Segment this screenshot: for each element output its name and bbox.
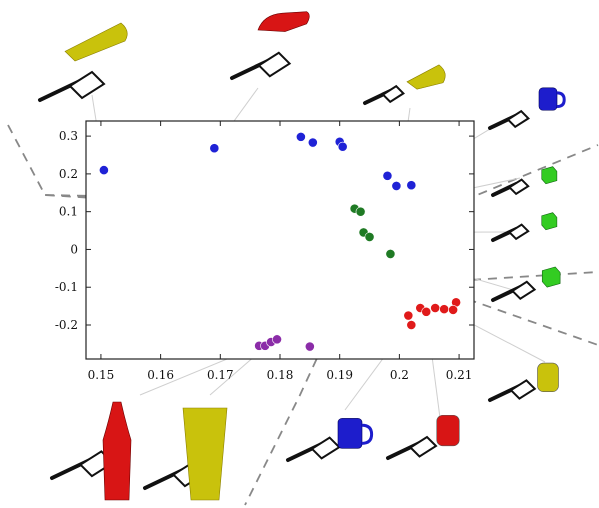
thumbnail-red-can-bottom	[386, 414, 460, 460]
gripper-jaw	[310, 436, 341, 460]
gripper-jaw	[257, 51, 292, 78]
data-point	[364, 232, 375, 242]
y-tick-label: -0.2	[55, 318, 78, 332]
thumbnail-blue-mug-right	[488, 87, 566, 130]
object-cup	[406, 64, 446, 90]
object-cup	[64, 22, 128, 62]
y-tick-label: 0.3	[59, 129, 78, 143]
y-tick-label: 0	[70, 242, 78, 256]
thumbnail-yellow-cup-top	[38, 22, 128, 102]
object-mug	[337, 418, 363, 449]
thumbnail-red-bottle-top	[230, 11, 310, 80]
object-box	[541, 266, 561, 288]
gripper-jaw	[506, 109, 530, 129]
thumbnail-green-box-2	[491, 212, 558, 242]
x-tick-label: 0.21	[446, 368, 473, 382]
gripper-jaw	[507, 223, 530, 241]
gripper-jaw	[381, 84, 405, 104]
thumbnail-green-box-1	[491, 166, 558, 197]
thumbnail-yellow-cup-small	[363, 64, 446, 105]
y-axis: 0.3 0.2 0.1 0 -0.1 -0.2	[55, 129, 474, 332]
x-tick-label: 0.2	[390, 368, 409, 382]
data-points	[99, 131, 461, 352]
mug-handle	[556, 91, 566, 108]
mug-handle	[361, 423, 374, 445]
data-point	[403, 310, 414, 321]
x-tick-label: 0.16	[147, 368, 174, 382]
data-point	[385, 249, 396, 259]
data-point	[448, 304, 459, 315]
y-tick-label: 0.1	[59, 205, 78, 219]
data-point	[99, 165, 109, 176]
object-mug	[538, 87, 558, 111]
gripper-jaw	[509, 379, 537, 400]
object-cup	[182, 407, 228, 501]
data-point	[355, 206, 366, 217]
gripper-thumbnails	[38, 11, 566, 501]
data-point	[382, 170, 393, 181]
gripper-jaw	[68, 70, 106, 100]
data-point	[439, 304, 450, 315]
data-point	[430, 303, 441, 313]
object-bottle	[102, 401, 132, 501]
scatter-plot: 0.15 0.16 0.17 0.18 0.19 0.2 0.21 0.3 0.2 0.1 0 -0…	[55, 120, 475, 382]
data-point	[307, 137, 318, 148]
data-point	[337, 141, 348, 152]
x-tick-label: 0.15	[88, 368, 115, 382]
thumbnail-red-bottle-bottom	[50, 401, 132, 501]
object-box	[541, 166, 558, 185]
x-tick-label: 0.17	[207, 368, 234, 382]
gripper-jaw	[507, 178, 530, 196]
thumbnail-green-box-3	[491, 266, 561, 302]
object-can	[436, 414, 460, 447]
gripper-jaw	[408, 435, 438, 458]
object-can	[537, 362, 559, 392]
y-tick-label: -0.1	[55, 280, 78, 294]
thumbnail-yellow-cup-bottom	[143, 407, 228, 501]
x-tick-label: 0.19	[326, 368, 353, 382]
data-point	[391, 181, 402, 191]
gripper-jaw	[510, 280, 537, 300]
x-tick-label: 0.18	[267, 368, 294, 382]
data-point	[406, 180, 417, 191]
thumbnail-yellow-can-right	[488, 362, 559, 402]
object-bottle	[257, 11, 310, 32]
x-axis: 0.15 0.16 0.17 0.18 0.19 0.2 0.21	[88, 121, 473, 382]
data-point	[304, 341, 315, 352]
data-point	[272, 334, 282, 345]
data-point	[421, 306, 432, 317]
object-box	[541, 212, 558, 231]
data-point	[209, 143, 220, 154]
y-tick-label: 0.2	[59, 167, 78, 181]
thumbnail-blue-mug-bottom	[286, 418, 374, 462]
data-point	[406, 320, 417, 330]
data-point	[295, 131, 306, 142]
